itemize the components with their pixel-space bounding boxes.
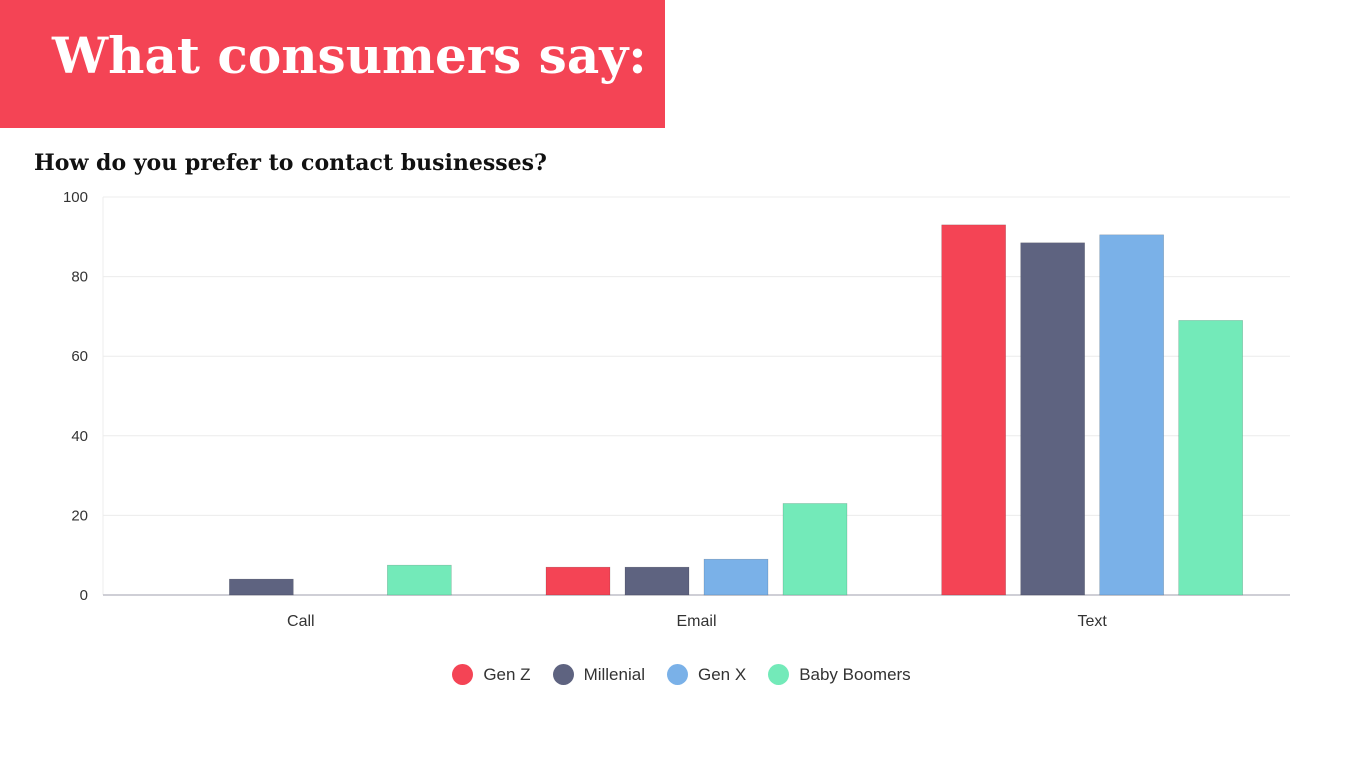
bar-email-millenial <box>624 566 690 596</box>
x-tick-label: Call <box>287 613 315 630</box>
legend-label: Gen Z <box>483 664 531 684</box>
legend-item-gen-x: Gen X <box>666 664 747 685</box>
y-tick-label: 0 <box>80 587 88 604</box>
x-tick-label: Email <box>676 613 716 630</box>
y-tick-label: 60 <box>71 348 88 365</box>
chart-title: How do you prefer to contact businesses? <box>34 150 547 176</box>
bar-email-gen-z <box>545 566 611 596</box>
legend-label: Baby Boomers <box>799 664 911 684</box>
bar-call-baby-boomers <box>387 564 452 596</box>
y-tick-label: 80 <box>71 269 88 286</box>
legend-swatch <box>768 664 790 685</box>
legend-item-gen-z: Gen Z <box>452 664 531 685</box>
y-tick-label: 100 <box>63 189 88 206</box>
legend-label: Gen X <box>697 664 747 684</box>
y-tick-label: 20 <box>71 507 88 524</box>
legend-label: Millenial <box>583 664 645 684</box>
legend-swatch <box>666 664 688 685</box>
bar-chart: 0 20 40 60 80 100 Call Email Text <box>63 189 1290 630</box>
legend-item-baby-boomers: Baby Boomers <box>768 664 911 685</box>
bar-text-millenial <box>1020 242 1085 596</box>
bar-text-gen-x <box>1099 234 1164 596</box>
bar-email-gen-x <box>703 558 769 596</box>
page-title: What consumers say: <box>52 26 647 85</box>
legend-swatch <box>452 664 474 685</box>
legend-swatch <box>552 664 574 685</box>
chart-legend: Gen Z Millenial Gen X Baby Boomers <box>0 664 1363 685</box>
bar-call-millenial <box>229 578 294 596</box>
bar-email-baby-boomers <box>782 503 848 596</box>
x-tick-label: Text <box>1077 613 1107 630</box>
y-tick-label: 40 <box>71 428 88 445</box>
bar-text-gen-z <box>941 224 1006 596</box>
legend-item-millenial: Millenial <box>552 664 645 685</box>
bar-text-baby-boomers <box>1178 320 1243 596</box>
title-banner: What consumers say: <box>0 0 665 128</box>
